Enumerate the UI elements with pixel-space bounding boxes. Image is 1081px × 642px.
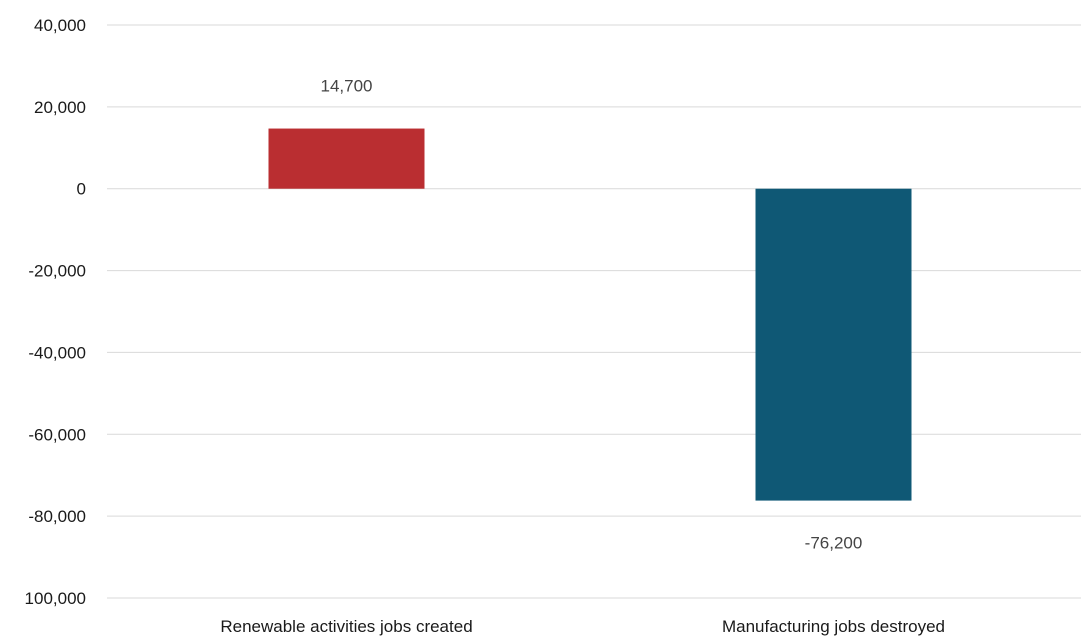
x-category-label: Manufacturing jobs destroyed [722, 617, 945, 636]
y-tick-label: 20,000 [34, 98, 86, 117]
y-tick-label: 0 [77, 180, 86, 199]
y-tick-label: -60,000 [28, 425, 86, 444]
y-tick-label: -80,000 [28, 507, 86, 526]
data-label: 14,700 [321, 77, 373, 96]
data-label: -76,200 [805, 534, 863, 553]
y-tick-label: -20,000 [28, 262, 86, 281]
bar-manufacturing-jobs-destroyed [755, 188, 912, 501]
y-tick-label: 100,000 [25, 589, 86, 608]
y-tick-label: 40,000 [34, 16, 86, 35]
bar-renewable-jobs-created [268, 128, 425, 189]
y-tick-label: -40,000 [28, 343, 86, 362]
x-category-label: Renewable activities jobs created [220, 617, 472, 636]
